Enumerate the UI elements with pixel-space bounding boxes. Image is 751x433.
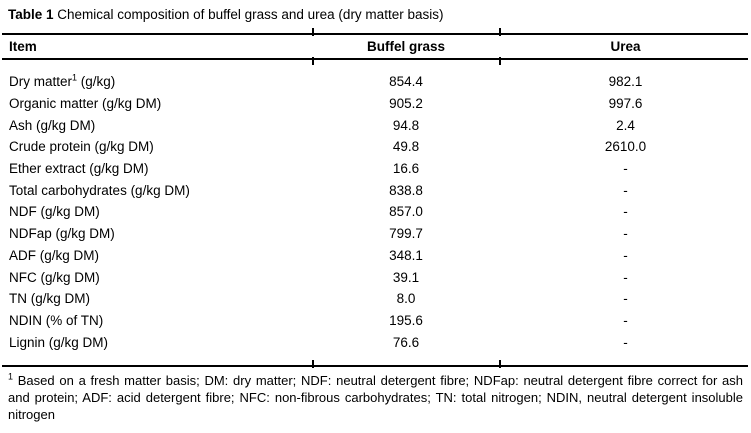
row-urea-value: 2610.0 [604,139,647,155]
table-row: Ash (g/kg DM) 94.8 2.4 [0,114,751,136]
row-urea-value: - [623,226,628,242]
row-buffel-grass-value: 854.4 [389,74,423,90]
row-item-label: TN (g/kg DM) [9,291,90,307]
row-buffel-grass-value: 838.8 [389,182,423,198]
row-item-label: ADF (g/kg DM) [9,247,100,263]
row-buffel-grass-value: 857.0 [389,204,423,220]
table-row: Crude protein (g/kg DM) 49.8 2610.0 [0,136,751,158]
column-divider-tick [312,57,314,65]
row-buffel-grass-value: 94.8 [392,117,420,133]
row-item-label: NFC (g/kg DM) [9,269,100,285]
row-urea-value: - [623,182,628,198]
row-urea-value: 2.4 [616,117,635,133]
table-row: NDIN (% of TN) 195.6 - [0,310,751,332]
table-row: NDF (g/kg DM) 857.0 - [0,201,751,223]
row-item-label: Lignin (g/kg DM) [9,334,109,350]
row-item-label: NDF (g/kg DM) [9,204,100,220]
row-urea-value: - [623,291,628,307]
table-row: NFC (g/kg DM) 39.1 - [0,266,751,288]
column-divider-tick [312,28,314,36]
table-caption-text: Chemical composition of buffel grass and… [53,7,444,22]
table-row: Lignin (g/kg DM) 76.6 - [0,331,751,353]
table-row: ADF (g/kg DM) 348.1 - [0,245,751,267]
row-urea-value: 997.6 [608,96,643,112]
table-bottom-rule [2,360,748,368]
header-urea: Urea [610,39,641,54]
row-item-label: NDFap (g/kg DM) [9,226,115,242]
row-item-label: NDIN (% of TN) [9,312,104,328]
column-divider-tick [499,57,501,65]
row-buffel-grass-value: 799.7 [389,226,423,242]
row-item-label: Crude protein (g/kg DM) [9,139,154,155]
table-row: NDFap (g/kg DM) 799.7 - [0,223,751,245]
row-buffel-grass-value: 39.1 [392,269,420,285]
row-buffel-grass-value: 16.6 [392,161,420,177]
footnote-text: Based on a fresh matter basis; DM: dry m… [8,373,743,422]
row-urea-value: - [623,204,628,220]
row-urea-value: - [623,247,628,263]
table-row: Ether extract (g/kg DM) 16.6 - [0,158,751,180]
table-row: Total carbohydrates (g/kg DM) 838.8 - [0,179,751,201]
row-urea-value: - [623,269,628,285]
row-urea-value: 982.1 [608,74,643,90]
row-item-label: Dry matter1 (g/kg) [9,72,116,90]
table-header-row: Item Buffel grass Urea [0,35,751,58]
row-urea-value: - [623,161,628,177]
table-top-rule [2,28,748,36]
row-item-label: Ether extract (g/kg DM) [9,161,149,177]
column-divider-tick [499,28,501,36]
table-row: TN (g/kg DM) 8.0 - [0,288,751,310]
row-item-label: Ash (g/kg DM) [9,117,96,133]
table-body: Dry matter1 (g/kg) 854.4 982.1 Organic matt… [0,60,751,365]
row-item-label: Total carbohydrates (g/kg DM) [9,182,190,198]
row-buffel-grass-value: 195.6 [389,312,423,328]
row-urea-value: - [623,334,628,350]
row-buffel-grass-value: 76.6 [392,334,420,350]
table-caption-number: Table 1 [8,7,54,22]
footnote: 1 Based on a fresh matter basis; DM: dry… [8,372,743,423]
header-item: Item [9,39,37,54]
header-buffel-grass: Buffel grass [366,39,446,54]
table-row: Organic matter (g/kg DM) 905.2 997.6 [0,93,751,115]
column-divider-tick [312,360,314,368]
superscript-marker: 1 [72,72,78,83]
row-urea-value: - [623,312,628,328]
table-header-rule [2,57,748,65]
row-buffel-grass-value: 348.1 [389,247,423,263]
column-divider-tick [499,360,501,368]
row-item-label: Organic matter (g/kg DM) [9,96,162,112]
table-row: Dry matter1 (g/kg) 854.4 982.1 [0,71,751,93]
row-buffel-grass-value: 905.2 [389,96,423,112]
table-caption: Table 1 Chemical composition of buffel g… [8,7,443,22]
row-buffel-grass-value: 49.8 [392,139,420,155]
row-buffel-grass-value: 8.0 [396,291,416,307]
footnote-marker: 1 [8,371,14,382]
